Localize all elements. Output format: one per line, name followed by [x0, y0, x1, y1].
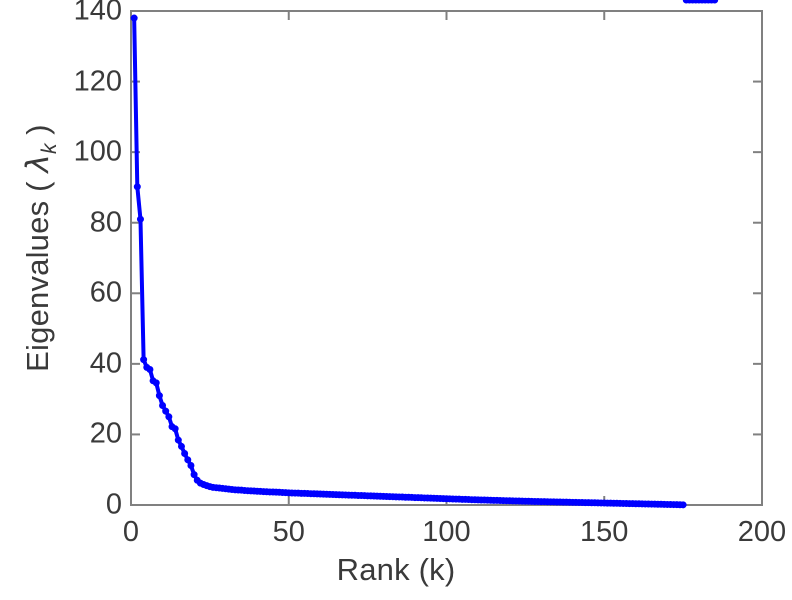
y-axis-title-subscript: k	[37, 143, 61, 155]
y-axis-title-prefix: Eigenvalues (	[20, 172, 55, 372]
y-axis-title-suffix: )	[20, 124, 55, 144]
data-series-line	[130, 0, 719, 509]
x-tick-label: 50	[272, 516, 305, 548]
x-tick-label: 100	[422, 516, 471, 548]
x-tick-label: 200	[737, 516, 787, 548]
y-tick-label: 140	[73, 0, 122, 27]
x-tick-label: 0	[122, 516, 140, 548]
lambda-symbol: λ	[20, 154, 56, 173]
y-tick-label: 100	[73, 135, 122, 168]
y-tick-label: 20	[89, 417, 122, 450]
y-tick-label: 60	[89, 276, 122, 309]
x-tick-label: 150	[580, 516, 629, 548]
x-axis-title: Rank (k)	[336, 552, 456, 587]
y-tick-label: 120	[73, 65, 122, 98]
y-axis-title: Eigenvalues ( λk )	[20, 0, 62, 498]
axes-box	[130, 10, 763, 506]
y-tick-label: 80	[89, 206, 122, 239]
axis-tick-marks	[131, 11, 762, 505]
y-tick-label: 0	[105, 488, 122, 521]
y-tick-label: 40	[89, 347, 122, 380]
